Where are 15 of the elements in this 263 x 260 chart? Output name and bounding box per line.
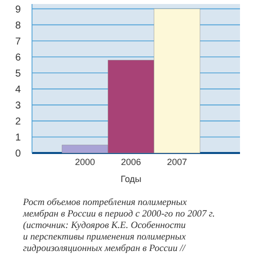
y-tick-label: 4 — [15, 84, 22, 96]
y-tick-label: 8 — [15, 20, 22, 32]
y-tick-label: 5 — [15, 68, 22, 80]
y-tick-label: 1 — [15, 132, 22, 144]
y-tick-label: 6 — [15, 52, 22, 64]
text: Рост объемов потребления полимерных мембран в России в период с 2000-го по 2007 г. (источник: Кудояров К.Е. Особенности и перспективы применения полимерных гидроизоляционных мембран в России // — [22, 197, 215, 254]
x-tick-label: 2000 — [74, 157, 96, 167]
x-tick-label: 2007 — [166, 157, 188, 167]
y-tick-label: 2 — [15, 116, 22, 128]
x-axis-title: Годы — [120, 174, 142, 184]
y-tick-label: 0 — [15, 148, 22, 160]
x-tick-label: 2006 — [120, 157, 142, 167]
y-tick-label: 7 — [15, 36, 22, 48]
y-tick-label: 9 — [15, 4, 22, 16]
y-tick-label: 3 — [15, 100, 22, 112]
